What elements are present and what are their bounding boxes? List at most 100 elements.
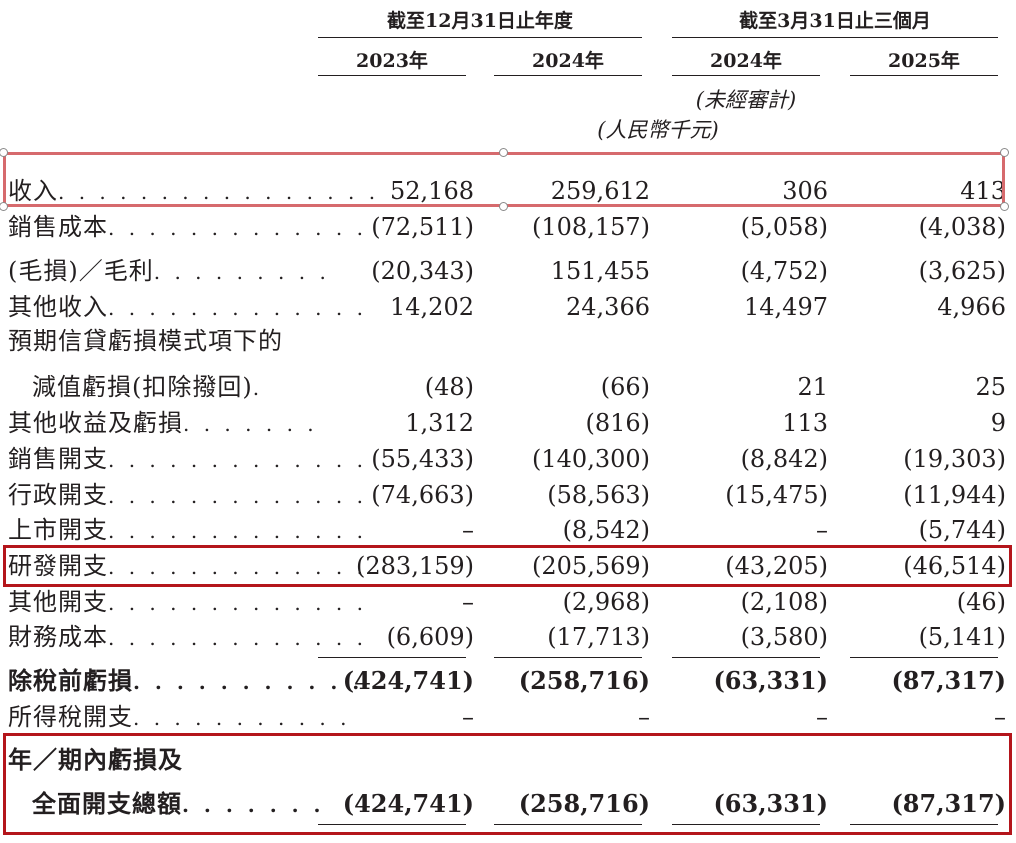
- total-double-rule-3: [672, 824, 820, 825]
- row-label-text: 所得稅開支: [8, 703, 133, 731]
- col-rule-4: [850, 75, 998, 76]
- total-loss-highlight-box: [3, 733, 1012, 835]
- cell-finance-costs-col2: (17,713): [547, 623, 650, 651]
- row-label-total-comprehensive-expense: 全面開支總額. . . . . . .: [32, 789, 325, 820]
- total-double-rule-1: [318, 824, 466, 825]
- cell-other-income-col3: 14,497: [744, 293, 828, 321]
- cell-other-expenses-col1: –: [462, 588, 474, 616]
- row-label-text: 研發開支: [8, 552, 108, 580]
- row-label-text: 行政開支: [8, 481, 108, 509]
- cell-admin-expenses-col2: (58,563): [547, 481, 650, 509]
- header-col-2025-quarter: 2025年: [888, 50, 960, 72]
- cell-income-tax-expense-col3: –: [816, 703, 828, 731]
- row-label-text: 預期信貸虧損模式項下的: [8, 327, 283, 355]
- cell-other-income-col1: 14,202: [390, 293, 474, 321]
- row-label-text: 減值虧損(扣除撥回): [32, 373, 253, 401]
- subtotal-rule-1: [318, 657, 466, 658]
- cell-loss-before-tax-col2: (258,716): [518, 666, 650, 695]
- selection-handle-bottom-left[interactable]: [0, 202, 8, 211]
- total-double-rule-2: [494, 824, 642, 825]
- cell-listing-expenses-col1: –: [462, 516, 474, 544]
- selection-handle-top-left[interactable]: [0, 148, 8, 157]
- cell-other-expenses-col3: (2,108): [740, 588, 828, 616]
- cell-revenue-col1: 52,168: [390, 177, 474, 205]
- cell-income-tax-expense-col2: –: [638, 703, 650, 731]
- cell-other-expenses-col2: (2,968): [562, 588, 650, 616]
- row-label-total-comprehensive-heading: 年／期內虧損及: [8, 745, 183, 775]
- cell-listing-expenses-col4: (5,744): [918, 516, 1006, 544]
- header-quarter-group-rule: [672, 37, 998, 38]
- cell-ecl-impairment-col1: (48): [424, 373, 474, 401]
- cell-total-comprehensive-expense-col1: (424,741): [342, 789, 474, 818]
- total-double-rule-4: [850, 824, 998, 825]
- cell-rd-expenses-col1: (283,159): [356, 552, 474, 580]
- row-label-ecl-impairment: 減值虧損(扣除撥回).: [32, 372, 263, 403]
- row-label-other-expenses: 其他開支. . . . . . . . . . . . .: [8, 587, 367, 618]
- row-label-text: 收入: [8, 177, 58, 205]
- row-label-revenue: 收入. . . . . . . . . . . . . . . .: [8, 176, 379, 207]
- header-quarter-group: 截至3月31日止三個月: [739, 10, 931, 32]
- cell-selling-expenses-col4: (19,303): [903, 445, 1006, 473]
- header-year-group-rule: [318, 37, 642, 38]
- row-label-listing-expenses: 上市開支. . . . . . . . . . . . .: [8, 515, 367, 546]
- leader-dots: . . . . . . . . . . .: [133, 706, 351, 730]
- cell-gross-profit-col1: (20,343): [371, 257, 474, 285]
- row-label-text: 其他開支: [8, 588, 108, 616]
- cell-other-gains-losses-col1: 1,312: [405, 409, 474, 437]
- leader-dots: . . . . . . . . .: [153, 260, 330, 284]
- cell-income-tax-expense-col4: –: [994, 703, 1006, 731]
- row-label-text: (毛損)／毛利: [8, 257, 154, 285]
- cell-selling-expenses-col3: (8,842): [740, 445, 828, 473]
- cell-other-gains-losses-col2: (816): [585, 409, 650, 437]
- unaudited-note: (未經審計): [695, 88, 797, 112]
- leader-dots: . . . . . . . . . . . . .: [108, 626, 367, 650]
- cell-listing-expenses-col2: (8,542): [562, 516, 650, 544]
- row-label-text: 其他收益及虧損: [8, 409, 183, 437]
- cell-selling-expenses-col1: (55,433): [371, 445, 474, 473]
- leader-dots: . . . . . . . . . . . . .: [108, 216, 367, 240]
- row-label-gross-profit: (毛損)／毛利. . . . . . . . .: [8, 256, 330, 287]
- row-label-text: 銷售開支: [8, 445, 108, 473]
- row-label-income-tax-expense: 所得稅開支. . . . . . . . . . .: [8, 702, 351, 733]
- row-label-other-gains-losses: 其他收益及虧損. . . . . . .: [8, 408, 318, 439]
- row-label-other-income: 其他收入. . . . . . . . . . . . .: [8, 292, 367, 323]
- revenue-selection-box[interactable]: [3, 152, 1005, 207]
- currency-note: (人民幣千元): [597, 118, 719, 142]
- cell-revenue-col2: 259,612: [550, 177, 650, 205]
- leader-dots: . . . . . . .: [183, 412, 318, 436]
- subtotal-rule-4: [850, 657, 998, 658]
- selection-handle-bottom-middle[interactable]: [499, 202, 508, 211]
- leader-dots: . . . . . . . . . . . . .: [108, 484, 367, 508]
- cell-admin-expenses-col4: (11,944): [903, 481, 1006, 509]
- cell-other-gains-losses-col3: 113: [782, 409, 828, 437]
- cell-admin-expenses-col3: (15,475): [725, 481, 828, 509]
- cell-gross-profit-col2: 151,455: [550, 257, 650, 285]
- cell-rd-expenses-col4: (46,514): [903, 552, 1006, 580]
- row-label-text: 除稅前虧損: [8, 666, 133, 695]
- leader-dots: . . . . . . . . . . . . .: [108, 519, 367, 543]
- row-label-text: 年／期內虧損及: [8, 745, 183, 774]
- cell-finance-costs-col4: (5,141): [918, 623, 1006, 651]
- cell-gross-profit-col3: (4,752): [740, 257, 828, 285]
- cell-other-gains-losses-col4: 9: [990, 409, 1006, 437]
- cell-cost-of-sales-col4: (4,038): [918, 213, 1006, 241]
- selection-handle-bottom-right[interactable]: [1000, 202, 1009, 211]
- col-rule-1: [318, 75, 466, 76]
- selection-handle-top-right[interactable]: [1000, 148, 1009, 157]
- cell-cost-of-sales-col3: (5,058): [740, 213, 828, 241]
- row-label-text: 全面開支總額: [32, 789, 182, 818]
- leader-dots: . . . . . . . . . . . . .: [108, 296, 367, 320]
- row-label-text: 其他收入: [8, 293, 108, 321]
- cell-total-comprehensive-expense-col2: (258,716): [518, 789, 650, 818]
- cell-other-income-col2: 24,366: [566, 293, 650, 321]
- selection-handle-top-middle[interactable]: [499, 148, 508, 157]
- row-label-rd-expenses: 研發開支. . . . . . . . . . . . .: [8, 551, 367, 582]
- row-label-ecl-impairment-heading: 預期信貸虧損模式項下的: [8, 326, 283, 356]
- cell-loss-before-tax-col1: (424,741): [342, 666, 474, 695]
- col-rule-2: [494, 75, 642, 76]
- cell-rd-expenses-col2: (205,569): [532, 552, 650, 580]
- cell-finance-costs-col3: (3,580): [740, 623, 828, 651]
- leader-dots: . . . . . . . . . . .: [133, 670, 364, 694]
- row-label-text: 銷售成本: [8, 213, 108, 241]
- cell-gross-profit-col4: (3,625): [918, 257, 1006, 285]
